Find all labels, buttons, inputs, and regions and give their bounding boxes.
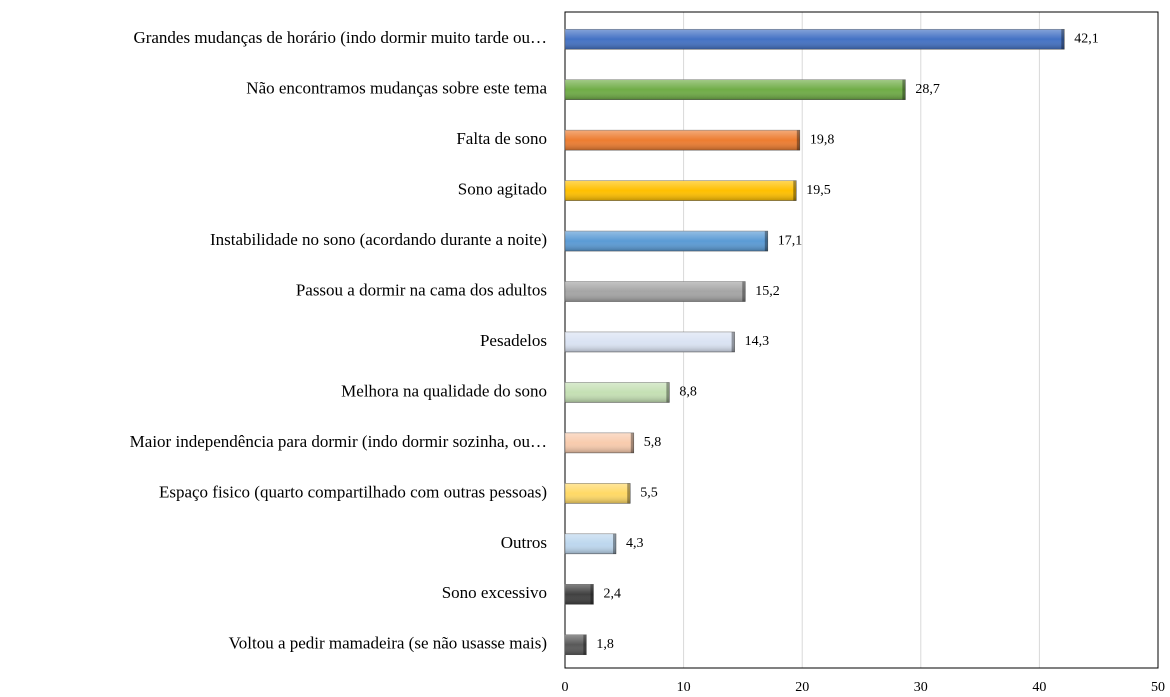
y-tick-label: Voltou a pedir mamadeira (se não usasse … bbox=[229, 634, 547, 653]
data-label: 42,1 bbox=[1074, 31, 1099, 46]
bar-end bbox=[796, 130, 800, 151]
data-label: 17,1 bbox=[778, 233, 803, 248]
bar-shade bbox=[565, 332, 735, 352]
data-label: 5,5 bbox=[640, 486, 658, 501]
bar-shade bbox=[565, 483, 631, 504]
data-label: 2,4 bbox=[603, 587, 621, 602]
y-tick-label: Falta de sono bbox=[456, 129, 547, 148]
bar-shade bbox=[565, 130, 800, 151]
data-label: 4,3 bbox=[626, 536, 644, 551]
bar-end bbox=[627, 483, 631, 504]
data-label: 19,5 bbox=[806, 183, 831, 198]
bar-shade bbox=[565, 533, 616, 554]
bar-shade bbox=[565, 180, 797, 201]
data-label: 1,8 bbox=[596, 637, 614, 652]
x-tick-label: 10 bbox=[677, 680, 691, 695]
y-tick-label: Não encontramos mudanças sobre este tema bbox=[246, 79, 547, 98]
bar-end bbox=[742, 281, 746, 302]
bar-shade bbox=[565, 231, 768, 252]
y-tick-label: Melhora na qualidade do sono bbox=[341, 381, 547, 400]
data-label: 28,7 bbox=[915, 82, 940, 97]
bar-shade bbox=[565, 432, 634, 453]
x-tick-label: 40 bbox=[1032, 680, 1046, 695]
bar-end bbox=[902, 79, 906, 100]
y-tick-label: Sono excessivo bbox=[442, 583, 547, 602]
y-tick-label: Maior independência para dormir (indo do… bbox=[130, 432, 547, 451]
bar-shade bbox=[565, 584, 594, 605]
bar-end bbox=[764, 231, 768, 252]
bar-shade bbox=[565, 281, 746, 302]
data-label: 19,8 bbox=[810, 132, 835, 147]
data-label: 8,8 bbox=[679, 385, 697, 400]
bar-shade bbox=[565, 382, 670, 403]
bar-shade bbox=[565, 79, 906, 100]
bar-end bbox=[1061, 29, 1065, 50]
y-tick-label: Grandes mudanças de horário (indo dormir… bbox=[133, 28, 547, 47]
y-tick-label: Espaço fisico (quarto compartilhado com … bbox=[159, 482, 547, 501]
bar-end bbox=[731, 332, 735, 352]
y-tick-label: Pesadelos bbox=[480, 331, 547, 350]
y-tick-label: Sono agitado bbox=[458, 180, 547, 199]
x-tick-label: 50 bbox=[1151, 680, 1165, 695]
bar-end bbox=[793, 180, 797, 201]
bar-end bbox=[630, 432, 634, 453]
y-tick-label: Instabilidade no sono (acordando durante… bbox=[210, 230, 547, 249]
bar-shade bbox=[565, 29, 1065, 50]
bar-end bbox=[590, 584, 594, 605]
bar-end bbox=[583, 634, 587, 655]
x-tick-label: 0 bbox=[562, 680, 569, 695]
bar-end bbox=[666, 382, 670, 403]
data-label: 14,3 bbox=[745, 334, 770, 349]
data-label: 5,8 bbox=[644, 435, 662, 450]
y-tick-label: Passou a dormir na cama dos adultos bbox=[296, 280, 547, 299]
x-tick-label: 30 bbox=[914, 680, 928, 695]
bar-shade bbox=[565, 634, 587, 655]
y-tick-label: Outros bbox=[501, 533, 547, 552]
data-label: 15,2 bbox=[755, 284, 780, 299]
x-tick-label: 20 bbox=[795, 680, 809, 695]
bar-end bbox=[612, 533, 616, 554]
